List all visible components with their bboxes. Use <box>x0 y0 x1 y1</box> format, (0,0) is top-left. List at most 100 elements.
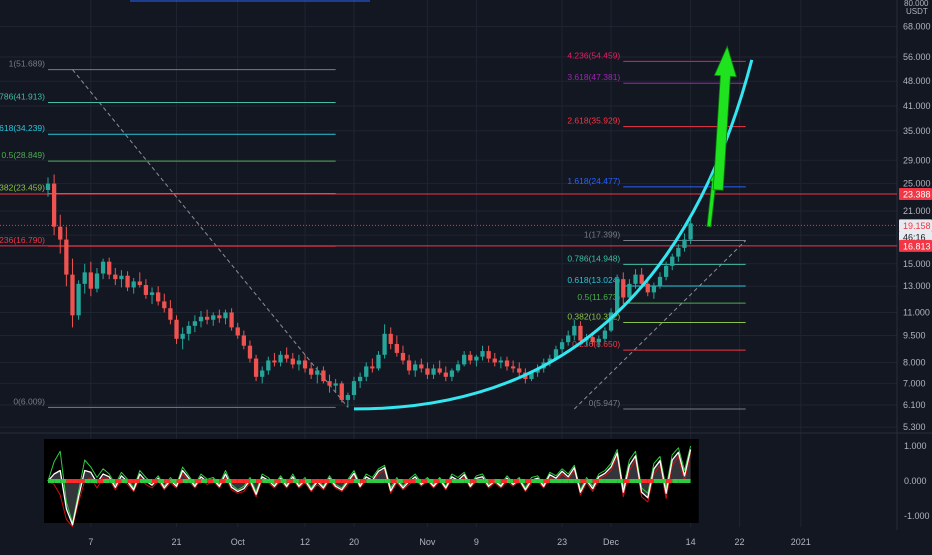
candle-body <box>94 273 100 289</box>
candle-body <box>235 327 240 336</box>
candle-body <box>64 239 69 275</box>
candle-body <box>615 279 620 313</box>
candle-body <box>572 325 577 336</box>
price-badge <box>899 239 932 252</box>
candle-body <box>663 265 669 277</box>
candle-body <box>486 351 491 359</box>
price-tick-label: 15.000 <box>903 259 931 269</box>
candle-body <box>357 376 363 382</box>
candle-body <box>241 335 246 346</box>
candle-body <box>443 372 448 377</box>
candle-body <box>223 312 228 319</box>
candle-body <box>504 360 510 367</box>
oscillator-tick-label: 0.000 <box>904 476 927 486</box>
candle-body <box>45 183 51 190</box>
candle-body <box>290 358 295 365</box>
candle-body <box>302 360 308 369</box>
time-tick-label: 7 <box>88 537 93 547</box>
time-tick-label: 9 <box>474 537 479 547</box>
price-tick-label: 25.000 <box>903 179 931 189</box>
price-tick-label: 5.300 <box>903 422 926 432</box>
candle-body <box>462 354 467 365</box>
price-badge-label: 23.388 <box>903 190 931 200</box>
fib-level-label: 0.382(10.322) <box>567 311 620 321</box>
candle-body <box>180 333 185 339</box>
time-tick-label: 22 <box>735 537 745 547</box>
fib-level-label: 0.786(14.948) <box>567 253 620 263</box>
candle-body <box>498 360 504 363</box>
candle-body <box>327 381 332 386</box>
fib-trend-line <box>573 240 747 410</box>
price-tick-label: 13.000 <box>903 281 931 291</box>
candle-body <box>578 325 583 341</box>
candle-body <box>229 312 234 328</box>
price-tick-label: 68.000 <box>903 22 931 32</box>
candle-body <box>186 325 191 334</box>
price-tick-label: 56.000 <box>903 52 931 62</box>
fib-level-label: 1.618(24.477) <box>567 176 620 186</box>
price-badge-label: 19.158 <box>903 221 931 231</box>
candle-body <box>510 366 516 369</box>
price-axis-unit: USDT <box>906 7 928 16</box>
time-tick-label: Dec <box>603 537 620 547</box>
candle-body <box>309 368 314 375</box>
candle-body <box>76 283 81 316</box>
candle-body <box>413 364 418 371</box>
candle-body <box>339 383 344 400</box>
time-tick-label: 23 <box>557 537 567 547</box>
candle-body <box>321 370 326 382</box>
time-tick-label: Oct <box>231 537 246 547</box>
candle-body <box>566 335 571 343</box>
candle-body <box>131 281 136 288</box>
fib-level-label: 0(5.947) <box>589 398 621 408</box>
candle-body <box>394 343 399 353</box>
price-tick-label: 41.000 <box>903 101 931 111</box>
price-badge <box>899 188 932 201</box>
candle-body <box>315 370 320 375</box>
candle-body <box>651 286 657 293</box>
candle-body <box>590 337 595 343</box>
candle-body <box>82 272 87 284</box>
candle-body <box>260 370 265 377</box>
oscillator-tick-label: -1.000 <box>904 511 930 521</box>
candle-body <box>419 364 424 369</box>
fib-level-label: 0.618(13.024) <box>567 275 620 285</box>
candle-body <box>168 308 173 320</box>
candle-body <box>596 338 601 343</box>
candle-body <box>480 351 485 357</box>
time-tick-label: 14 <box>686 537 696 547</box>
candle-body <box>492 358 497 363</box>
candle-body <box>633 274 638 284</box>
candle-body <box>406 360 412 371</box>
candle-body <box>247 345 253 359</box>
candle-body <box>266 360 271 371</box>
price-badge-label: 46:16 <box>903 232 926 242</box>
candle-body <box>162 301 167 309</box>
candle-body <box>382 333 387 355</box>
candle-body <box>211 315 216 320</box>
fib-level-label: 1(51.689) <box>9 59 46 69</box>
candle-body <box>676 247 681 257</box>
time-axis[interactable]: 7 21 Oct 12 20 Nov 9 23 Dec 14 22 2021 <box>88 537 810 547</box>
oscillator-pane <box>44 439 699 527</box>
fib-level-label: 0.236(8.650) <box>572 339 620 349</box>
candle-body <box>143 285 149 295</box>
candle-body <box>559 342 565 350</box>
time-tick-label: 20 <box>349 537 359 547</box>
time-tick-label: 21 <box>172 537 182 547</box>
candle-body <box>51 183 57 227</box>
candle-body <box>682 239 687 248</box>
candle-body <box>602 330 608 339</box>
candles <box>45 174 693 408</box>
drawings <box>353 45 754 411</box>
candle-body <box>192 321 198 326</box>
candle-body <box>119 275 124 280</box>
candle-body <box>468 354 473 361</box>
fib-trend-line <box>72 69 349 408</box>
price-tick-label: 48.000 <box>903 76 931 86</box>
candle-body <box>284 354 289 359</box>
horizontal-lines <box>0 193 897 247</box>
candle-body <box>137 281 142 286</box>
